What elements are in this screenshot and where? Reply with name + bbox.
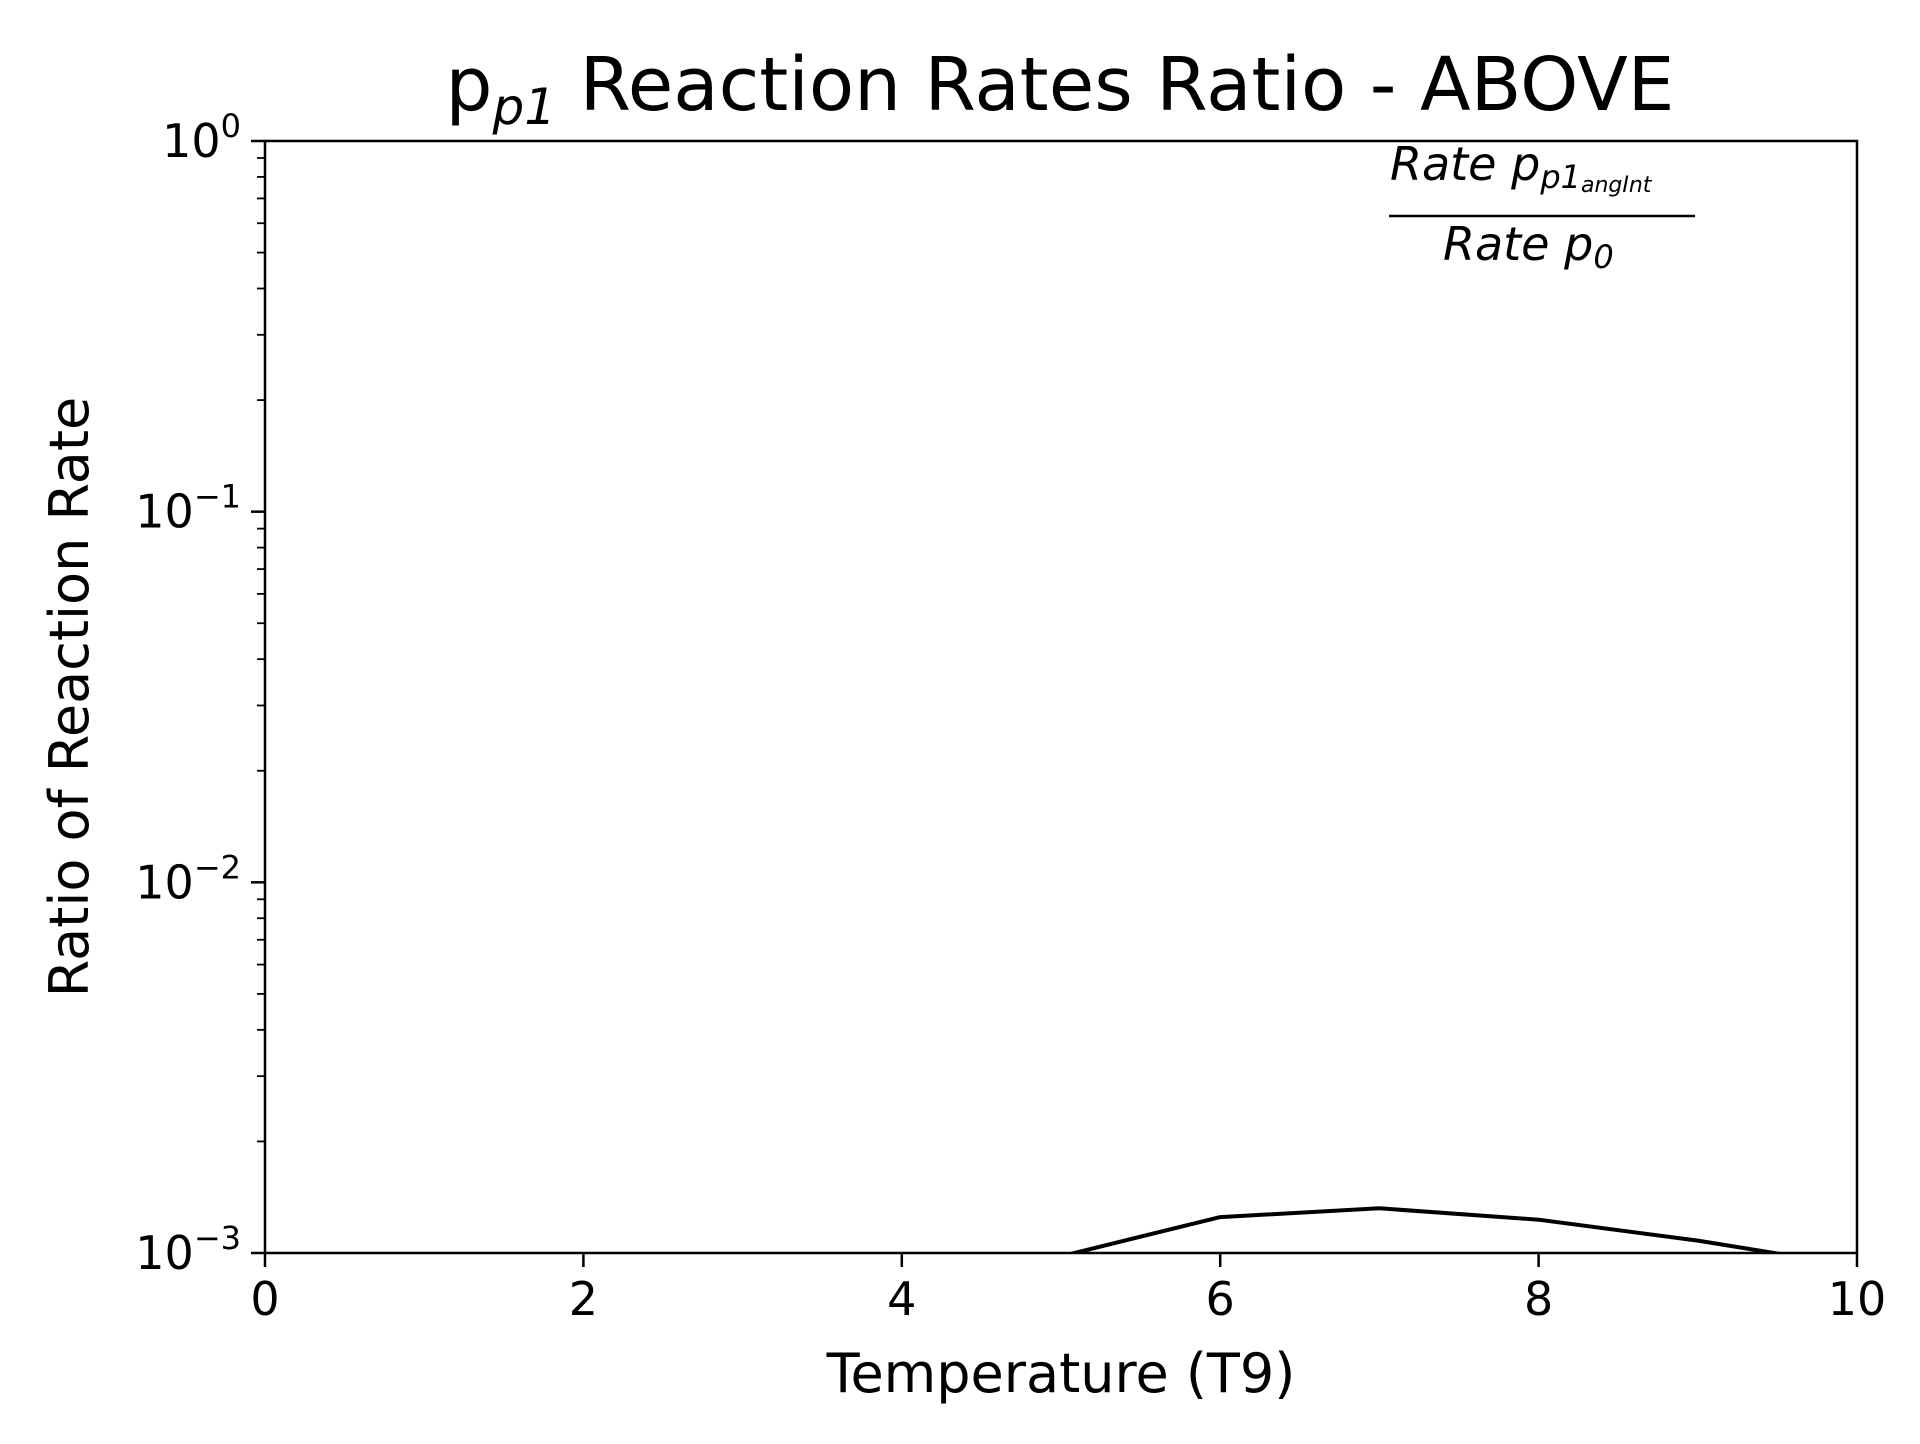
y-tick-label-base: 10 [162, 114, 221, 168]
annotation-numerator: Rate pp1angInt [1390, 137, 1653, 198]
y-tick-label-exponent: −3 [194, 1219, 241, 1257]
series-layer [1066, 1206, 1787, 1253]
x-tick-label: 8 [1524, 1272, 1553, 1326]
title-rest: Reaction Rates Ratio - ABOVE [556, 42, 1674, 128]
title-main: p [446, 42, 493, 128]
x-axis: 0 2 4 6 8 10 [250, 1253, 1886, 1326]
annotation-denominator-text: Rate p [1443, 217, 1593, 271]
y-tick-label-base: 10 [135, 485, 194, 539]
annotation-denominator: Rate p0 [1443, 217, 1614, 276]
y-tick-label: 10−1 [135, 478, 241, 539]
plot-frame [263, 139, 1859, 1255]
annotation-denominator-sub: 0 [1593, 238, 1613, 276]
title-subscript: p1 [492, 78, 557, 136]
y-axis-label: Ratio of Reaction Rate [38, 397, 101, 998]
chart-title: pp1 Reaction Rates Ratio - ABOVE [446, 42, 1675, 136]
x-tick-label: 0 [250, 1272, 279, 1326]
x-tick-label: 6 [1206, 1272, 1235, 1326]
annotation-numerator-sub: p1 [1539, 158, 1581, 196]
x-axis-label: Temperature (T9) [826, 1342, 1296, 1405]
y-tick-label-exponent: −2 [194, 848, 241, 886]
y-tick-label-base: 10 [135, 855, 194, 909]
annotation-numerator-text: Rate p [1390, 137, 1540, 191]
y-tick-label: 10−2 [135, 848, 241, 909]
x-tick-label: 2 [569, 1272, 598, 1326]
x-tick-label: 10 [1828, 1272, 1887, 1326]
ratio-annotation: Rate pp1angInt Rate p0 [1389, 137, 1695, 276]
y-tick-label-exponent: 0 [221, 107, 241, 145]
y-tick-label-base: 10 [135, 1226, 194, 1280]
annotation-numerator-subsub: angInt [1581, 173, 1653, 198]
y-tick-label: 100 [162, 107, 241, 168]
y-tick-label-exponent: −1 [194, 478, 241, 516]
x-tick-label: 4 [887, 1272, 916, 1326]
series-line [1066, 1206, 1787, 1253]
y-tick-label: 10−3 [135, 1219, 241, 1280]
